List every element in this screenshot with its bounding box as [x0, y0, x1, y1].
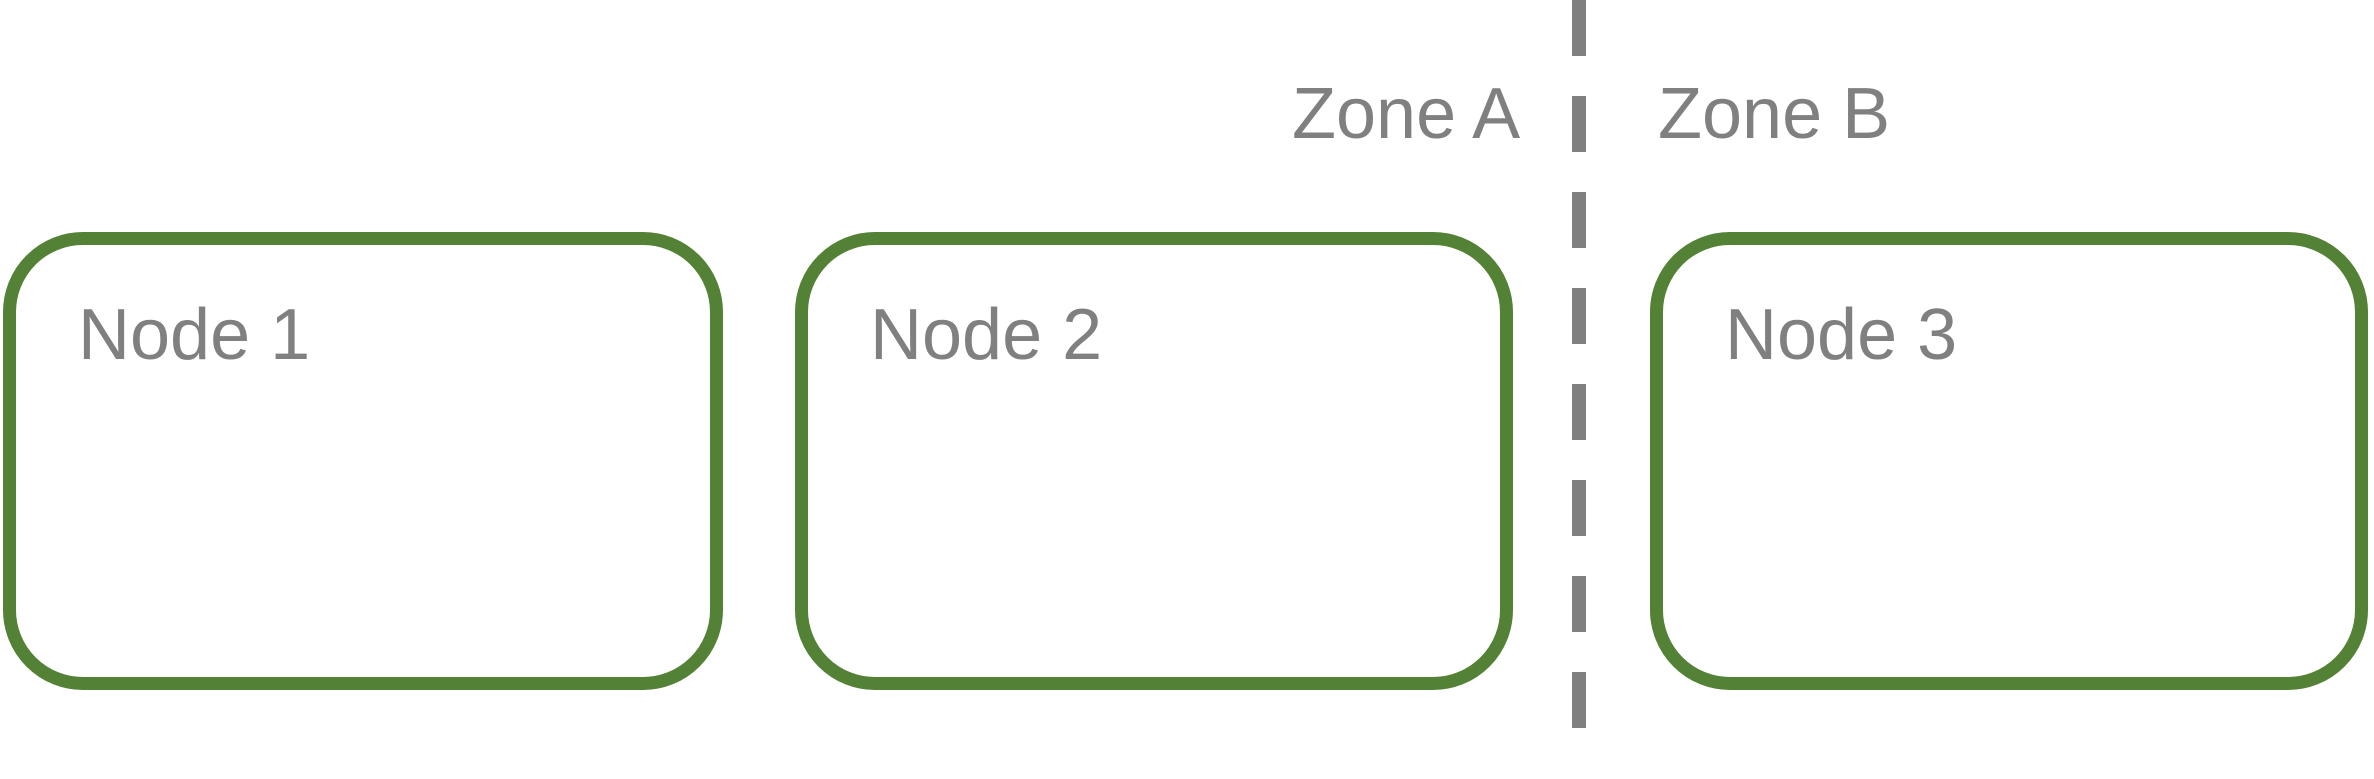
node-1-box: Node 1 — [3, 232, 723, 690]
node-3-box: Node 3 — [1650, 232, 2368, 690]
node-2-label: Node 2 — [870, 295, 1103, 375]
node-3-label: Node 3 — [1725, 295, 1958, 375]
zone-divider-dashed-line — [1572, 0, 1586, 740]
node-2-box: Node 2 — [795, 232, 1513, 690]
zone-b-label: Zone B — [1658, 74, 1891, 154]
node-1-label: Node 1 — [78, 295, 311, 375]
zone-a-label: Zone A — [1292, 74, 1521, 154]
